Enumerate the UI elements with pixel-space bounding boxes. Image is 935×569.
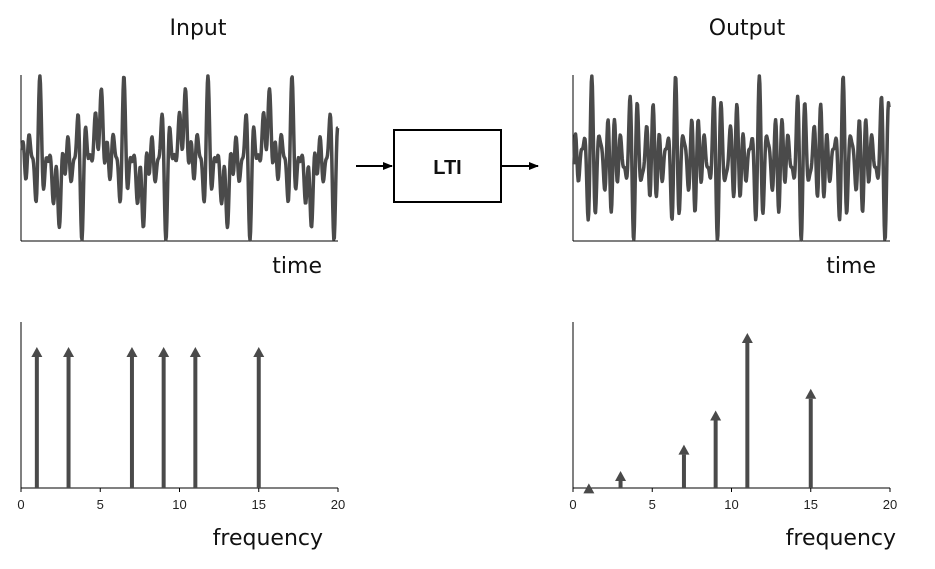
- output-frequency-label: frequency: [786, 526, 896, 551]
- lti-label: LTI: [433, 157, 462, 179]
- input-tick-labels: 0 5 10 15 20: [17, 488, 345, 512]
- output-tick-labels: 0 5 10 15 20: [569, 488, 897, 512]
- output-tick-label-15: 15: [804, 497, 818, 512]
- output-stem-arrowhead-15: [805, 388, 817, 399]
- output-stem-arrowhead-9: [710, 410, 722, 421]
- input-stems: [31, 347, 265, 488]
- input-tick-label-5: 5: [97, 497, 104, 512]
- input-tick-label-20: 20: [331, 497, 345, 512]
- input-time-label: time: [272, 254, 322, 279]
- input-stem-arrowhead-11: [189, 347, 201, 357]
- output-tick-label-0: 0: [569, 497, 576, 512]
- lti-system: LTI: [356, 129, 539, 203]
- output-tick-label-20: 20: [883, 497, 897, 512]
- output-stem-arrowhead-11: [741, 333, 753, 343]
- output-tick-label-10: 10: [724, 497, 738, 512]
- input-signal-line: [20, 74, 340, 242]
- input-tick-label-10: 10: [172, 497, 186, 512]
- output-title: Output: [709, 16, 786, 41]
- input-spectrum-plot: 0 5 10 15 20 frequency: [17, 322, 345, 551]
- input-tick-label-0: 0: [17, 497, 24, 512]
- output-stem-arrowhead-3: [615, 470, 627, 481]
- input-stem-arrowhead-15: [253, 347, 265, 357]
- output-spectrum-plot: 0 5 10 15 20 frequency: [569, 322, 897, 551]
- output-stem-arrowhead-1: [583, 483, 595, 494]
- input-tick-label-15: 15: [252, 497, 266, 512]
- input-title: Input: [170, 16, 227, 41]
- input-stem-arrowhead-9: [158, 347, 170, 357]
- input-time-plot: time: [20, 74, 340, 279]
- output-time-label: time: [826, 254, 876, 279]
- output-stem-arrowhead-7: [678, 444, 690, 455]
- input-stem-arrowhead-3: [63, 347, 75, 357]
- output-time-plot: time: [572, 74, 891, 279]
- input-stem-arrowhead-1: [31, 347, 43, 357]
- input-frequency-label: frequency: [213, 526, 323, 551]
- input-stem-arrowhead-7: [126, 347, 138, 357]
- output-stems: [583, 333, 817, 494]
- lti-box: [393, 129, 502, 203]
- output-signal-line: [572, 74, 891, 242]
- output-tick-label-5: 5: [649, 497, 656, 512]
